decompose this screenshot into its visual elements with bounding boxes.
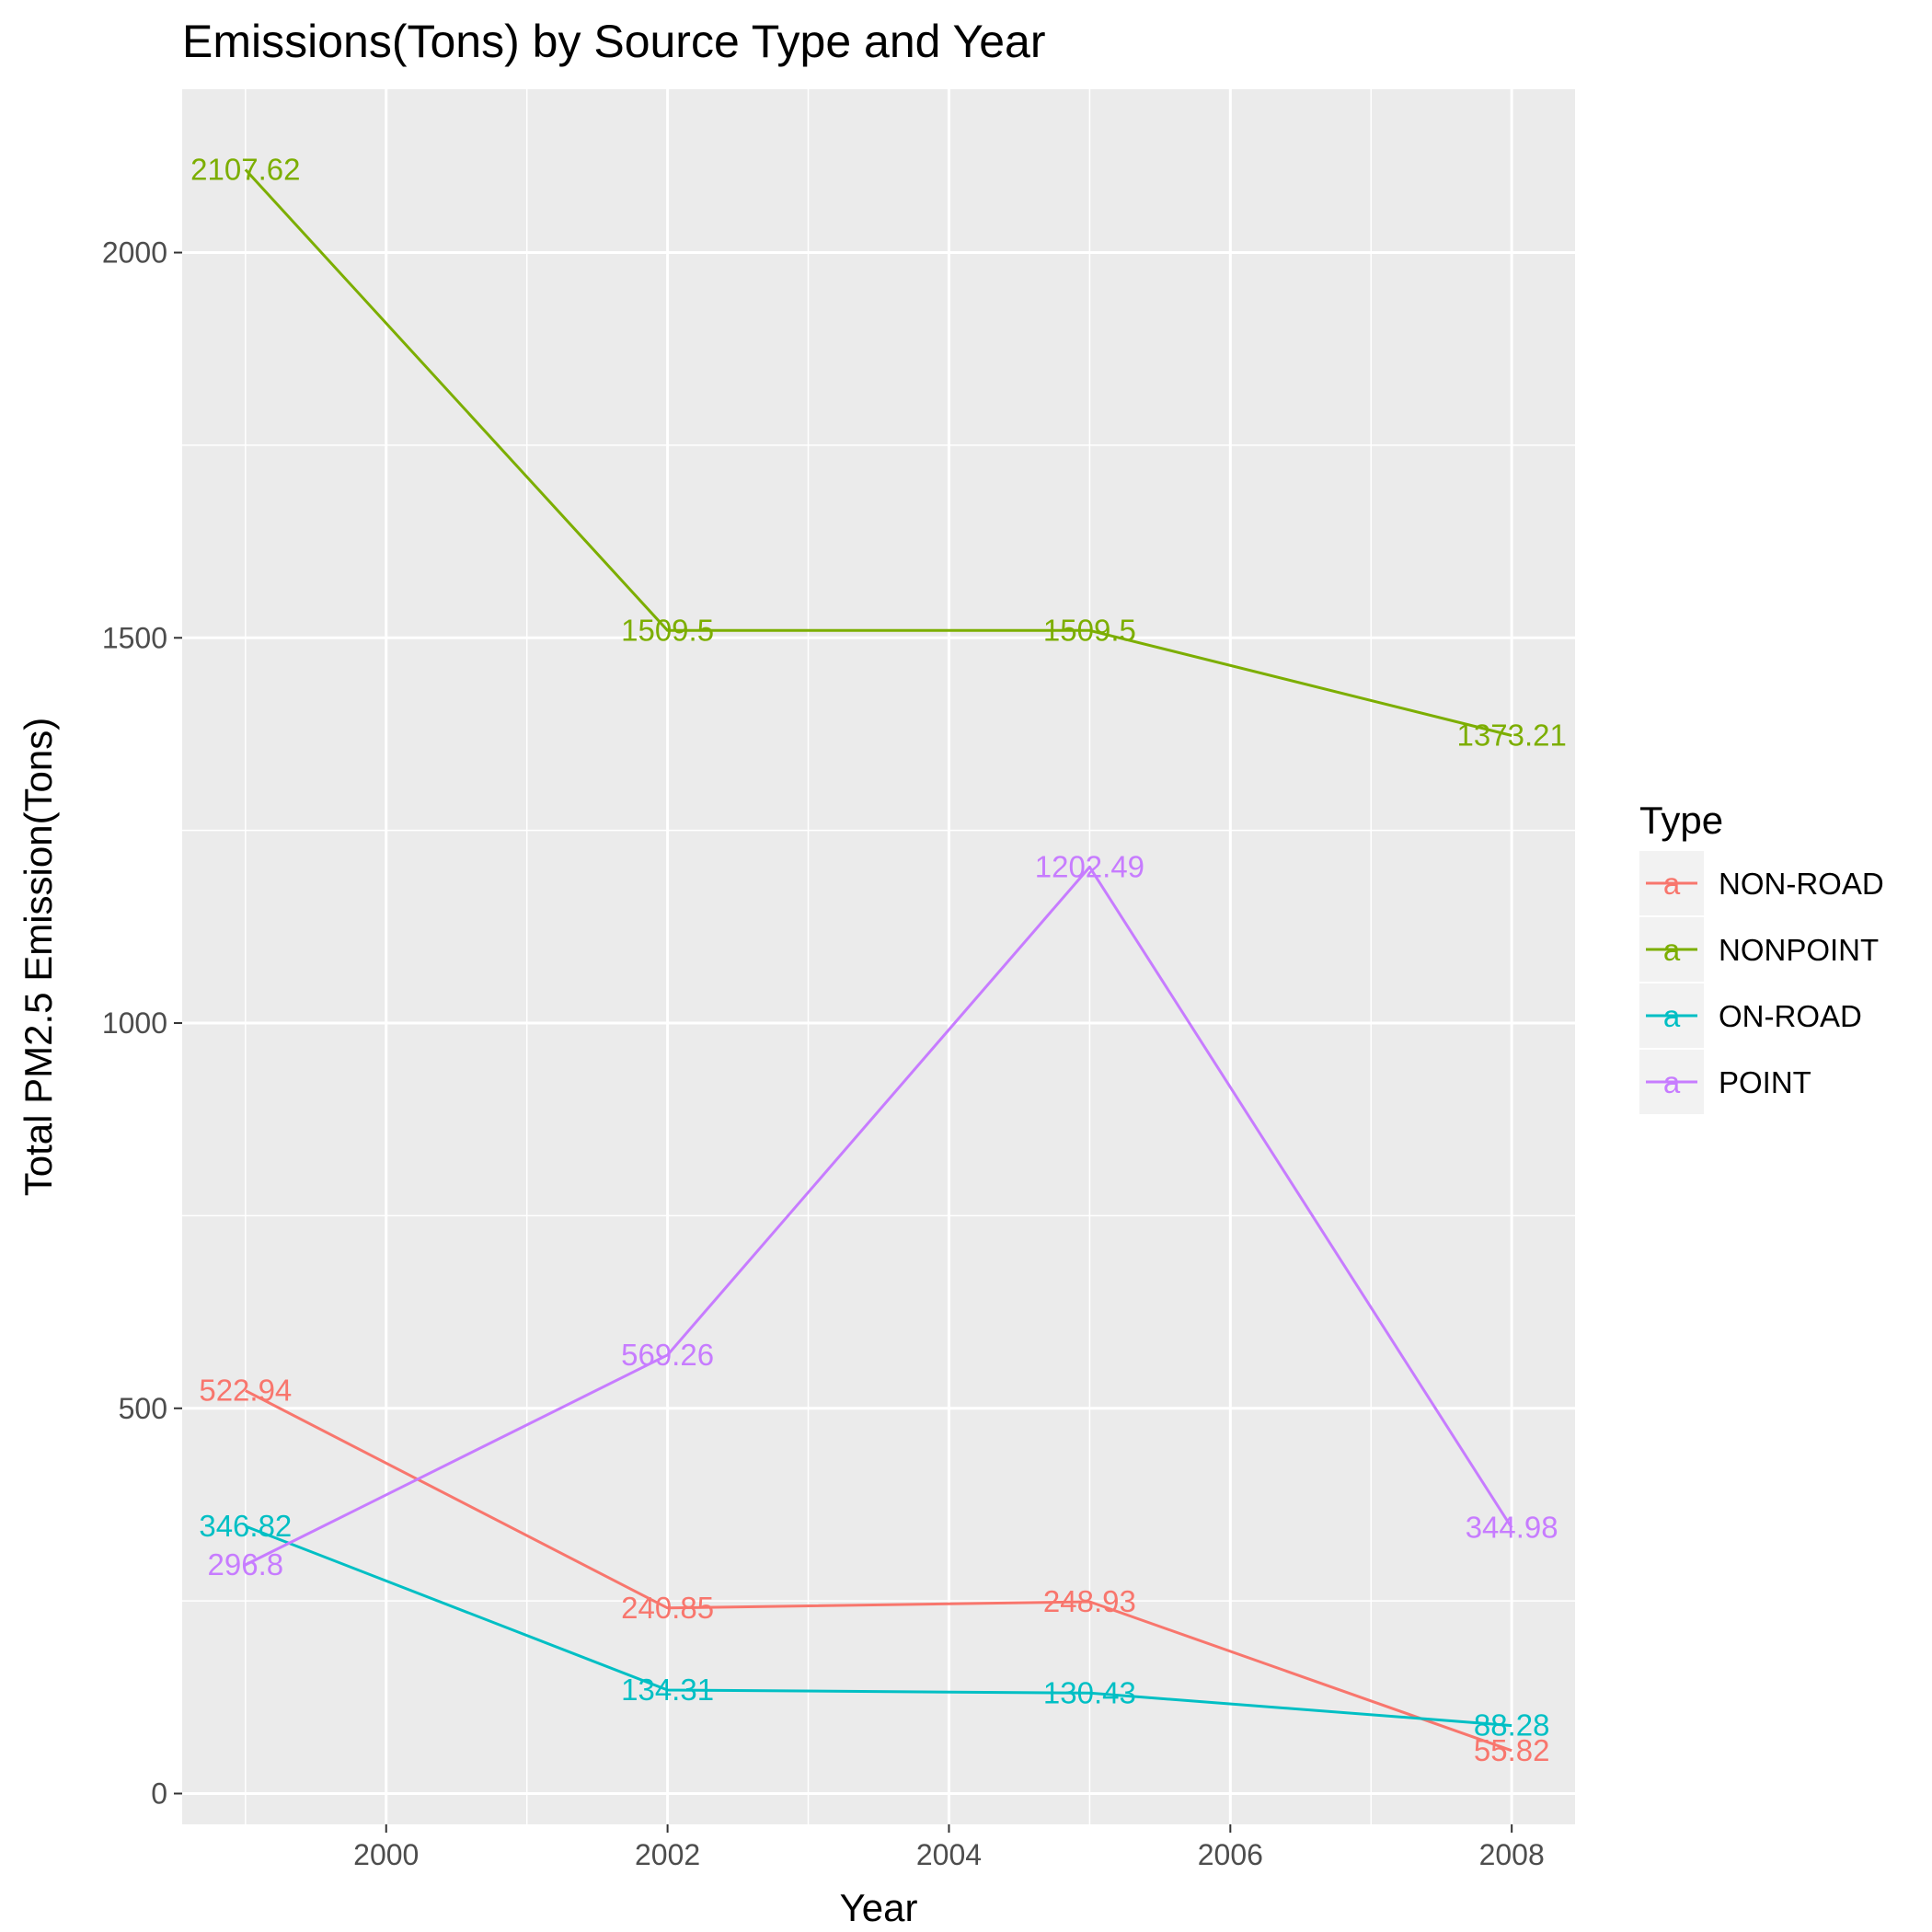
plot-panel xyxy=(182,89,1575,1824)
data-label-non-road: 55.82 xyxy=(1474,1733,1550,1767)
series-lines xyxy=(244,168,1513,1753)
x-tick-label: 2002 xyxy=(635,1838,700,1871)
legend-label: ON-ROAD xyxy=(1719,999,1862,1033)
data-label-non-road: 248.93 xyxy=(1043,1584,1136,1618)
y-axis-title: Total PM2.5 Emission(Tons) xyxy=(17,718,60,1197)
legend-key-glyph: a xyxy=(1663,999,1681,1033)
data-label-non-road: 240.85 xyxy=(621,1591,714,1625)
legend-key-glyph: a xyxy=(1663,1065,1681,1099)
y-tick-label: 0 xyxy=(151,1777,167,1811)
data-label-on-road: 88.28 xyxy=(1474,1708,1550,1742)
series-line-nonpoint xyxy=(244,168,1512,737)
x-tick-label: 2008 xyxy=(1479,1838,1545,1871)
y-tick-label: 1500 xyxy=(102,621,167,654)
legend-item-point: a POINT xyxy=(1639,1050,1811,1114)
x-axis-title: Year xyxy=(840,1886,918,1929)
data-label-nonpoint: 1509.5 xyxy=(1043,613,1136,647)
legend-label: POINT xyxy=(1719,1065,1811,1099)
data-label-nonpoint: 2107.62 xyxy=(190,152,300,186)
legend-title: Type xyxy=(1639,799,1723,842)
data-label-nonpoint: 1373.21 xyxy=(1457,718,1567,752)
data-label-on-road: 346.82 xyxy=(199,1509,292,1543)
data-label-nonpoint: 1509.5 xyxy=(621,613,714,647)
x-axis: 2000 2002 2004 2006 2008 xyxy=(353,1824,1545,1871)
data-label-point: 569.26 xyxy=(621,1338,714,1372)
data-label-on-road: 134.31 xyxy=(621,1673,714,1707)
x-tick-label: 2004 xyxy=(916,1838,982,1871)
data-label-non-road: 522.94 xyxy=(199,1374,292,1408)
data-label-on-road: 130.43 xyxy=(1043,1675,1136,1709)
legend-key-glyph: a xyxy=(1663,867,1681,901)
chart-title: Emissions(Tons) by Source Type and Year xyxy=(182,16,1045,67)
series-line-on-road xyxy=(245,1524,1512,1728)
data-label-point: 344.98 xyxy=(1466,1511,1558,1545)
y-tick-label: 1000 xyxy=(102,1006,167,1040)
data-label-point: 296.8 xyxy=(208,1547,284,1581)
legend-key-glyph: a xyxy=(1663,933,1681,967)
legend-item-nonpoint: a NONPOINT xyxy=(1639,917,1879,982)
legend-label: NONPOINT xyxy=(1719,933,1879,967)
series-line-point xyxy=(245,865,1513,1567)
x-tick-label: 2000 xyxy=(353,1838,419,1871)
legend: Type a NON-ROAD a NONPOINT a ON-ROAD a POINT xyxy=(1639,799,1884,1114)
legend-item-non-road: a NON-ROAD xyxy=(1639,851,1884,915)
y-tick-label: 2000 xyxy=(102,236,167,270)
series-line-non-road xyxy=(245,1389,1512,1753)
data-label-point: 1202.49 xyxy=(1035,849,1144,883)
y-axis: 0 500 1000 1500 2000 xyxy=(102,236,182,1811)
grid-major xyxy=(182,89,1575,1824)
grid-minor xyxy=(182,89,1575,1824)
x-tick-label: 2006 xyxy=(1198,1838,1263,1871)
legend-label: NON-ROAD xyxy=(1719,867,1884,901)
data-labels: 522.94 240.85 248.93 55.82 2107.62 1509.5 1509… xyxy=(190,152,1567,1766)
y-tick-label: 500 xyxy=(119,1392,167,1425)
legend-item-on-road: a ON-ROAD xyxy=(1639,983,1862,1048)
